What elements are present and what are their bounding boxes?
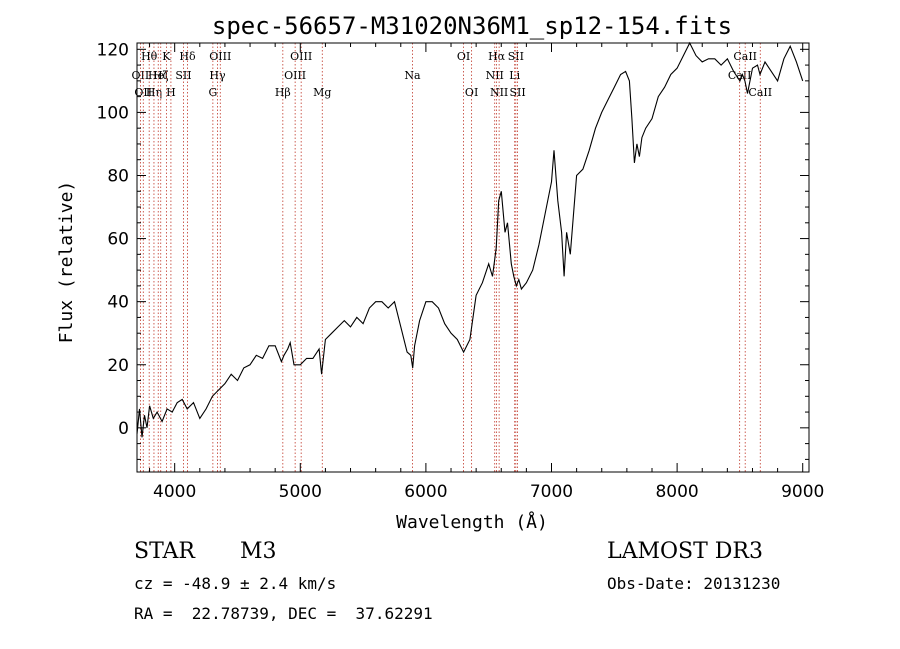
survey-name: LAMOST DR3 bbox=[607, 539, 763, 564]
line-marker-label: NII bbox=[490, 86, 508, 99]
line-marker-label: Li bbox=[509, 69, 520, 82]
line-marker-label: OI bbox=[465, 86, 478, 99]
line-marker-label: OIII bbox=[290, 50, 312, 63]
x-axis-label: Wavelength (Å) bbox=[396, 511, 548, 533]
x-tick-label: 9000 bbox=[781, 482, 824, 502]
line-marker-label: Hα bbox=[488, 50, 506, 63]
line-marker-label: Na bbox=[404, 69, 421, 82]
x-tick-label: 6000 bbox=[404, 482, 447, 502]
line-marker-label: Hη bbox=[146, 86, 162, 99]
x-tick-label: 7000 bbox=[530, 482, 573, 502]
y-tick-label: 0 bbox=[118, 419, 129, 439]
line-marker-label: OII bbox=[132, 69, 150, 82]
y-tick-label: 80 bbox=[107, 166, 129, 186]
line-marker-label: OIII bbox=[284, 69, 306, 82]
spectrum-series-line bbox=[136, 41, 804, 438]
line-marker-label: K bbox=[162, 50, 171, 63]
line-marker-label: NII bbox=[486, 69, 504, 82]
y-tick-label: 40 bbox=[107, 293, 129, 313]
line-marker-label: Hζ bbox=[153, 69, 169, 82]
plot-frame bbox=[136, 42, 810, 473]
line-marker-label: CaII bbox=[733, 50, 757, 63]
line-marker-label: Mg bbox=[313, 86, 331, 99]
line-marker-label: Hθ bbox=[141, 50, 158, 63]
line-marker-label: SII bbox=[175, 69, 191, 82]
x-tick-label: 5000 bbox=[279, 482, 322, 502]
y-tick-label: 100 bbox=[97, 103, 129, 123]
object-subclass: M3 bbox=[240, 539, 277, 564]
y-tick-label: 120 bbox=[97, 40, 129, 60]
obs-date: Obs-Date: 20131230 bbox=[607, 574, 781, 593]
y-tick-label: 60 bbox=[107, 230, 129, 250]
line-marker-label: Hβ bbox=[275, 86, 291, 99]
line-marker-label: Hγ bbox=[209, 69, 226, 82]
line-marker-label: G bbox=[208, 86, 217, 99]
object-class: STAR bbox=[134, 539, 195, 564]
line-marker-label: OII bbox=[134, 86, 152, 99]
line-marker-label: H bbox=[166, 86, 176, 99]
line-marker-label: CaII bbox=[748, 86, 772, 99]
redshift-text: cz = -48.9 ± 2.4 km/s bbox=[134, 574, 337, 593]
line-marker-label: HeI bbox=[148, 69, 168, 82]
x-tick-label: 8000 bbox=[655, 482, 698, 502]
chart-title: spec-56657-M31020N36M1_sp12-154.fits bbox=[212, 12, 732, 40]
y-axis-label: Flux (relative) bbox=[56, 181, 77, 344]
y-tick-label: 20 bbox=[107, 356, 129, 376]
line-marker-label: SII bbox=[509, 86, 525, 99]
line-marker-label: OIII bbox=[209, 50, 231, 63]
axis-ticks: 4000 5000 6000 7000 8000 9000 0 20 40 60 80 100 120 bbox=[97, 40, 825, 502]
coordinates-text: RA = 22.78739, DEC = 37.62291 bbox=[134, 604, 433, 623]
x-tick-label: 4000 bbox=[153, 482, 196, 502]
line-marker-label: Hδ bbox=[179, 50, 196, 63]
line-marker-label: SII bbox=[508, 50, 524, 63]
line-marker-label: OI bbox=[457, 50, 470, 63]
